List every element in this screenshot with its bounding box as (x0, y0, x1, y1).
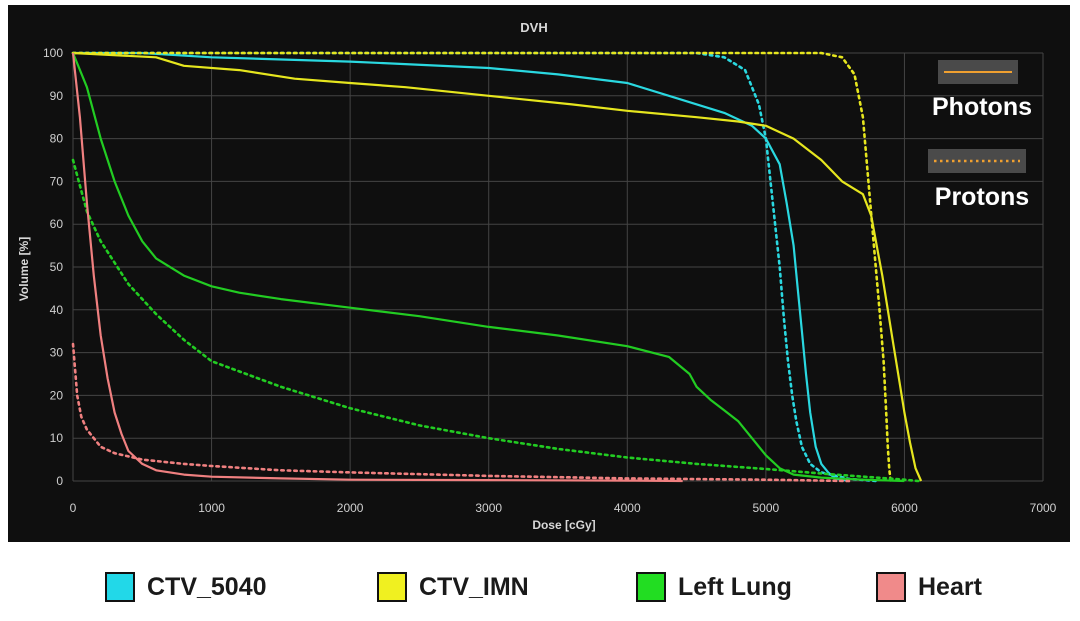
dvh-chart-panel: DVH 0 1000 2000 3000 4000 5000 6000 7000 0 10 20 30… (8, 5, 1070, 542)
dvh-chart: DVH 0 1000 2000 3000 4000 5000 6000 7000 0 10 20 30… (8, 5, 1070, 542)
legend-swatch-heart (876, 572, 906, 602)
legend-swatch-left-lung (636, 572, 666, 602)
series-ctv-5040-photons (73, 51, 850, 483)
legend-label-left-lung: Left Lung (678, 572, 792, 601)
y-tick-label: 40 (50, 303, 64, 317)
chart-title: DVH (520, 20, 547, 35)
y-axis-label: Volume [%] (17, 237, 31, 301)
photons-annotation: Photons (932, 93, 1032, 121)
series-left-lung-photons (71, 52, 905, 483)
series-left-lung-protons (71, 158, 920, 483)
y-tick-label: 10 (50, 431, 64, 445)
y-tick-label: 80 (50, 132, 64, 146)
x-tick-label: 4000 (614, 501, 641, 515)
y-tick-label: 50 (50, 260, 64, 274)
y-tick-label: 0 (56, 474, 63, 488)
series-heart-protons (71, 342, 851, 483)
x-tick-label: 0 (70, 501, 77, 515)
y-tick-label: 90 (50, 89, 64, 103)
series-ctv-5040-protons (71, 51, 878, 483)
structure-legend: CTV_5040 CTV_IMN Left Lung Heart (0, 560, 1080, 610)
legend-swatch-ctv-imn (377, 572, 407, 602)
y-tick-label: 30 (50, 346, 64, 360)
x-tick-label: 7000 (1030, 501, 1057, 515)
x-tick-label: 5000 (753, 501, 780, 515)
x-tick-label: 2000 (337, 501, 364, 515)
protons-annotation: Protons (935, 183, 1029, 211)
series-ctv-imn-photons (72, 51, 923, 482)
y-tick-label: 20 (50, 388, 64, 402)
y-tick-label: 60 (50, 217, 64, 231)
legend-label-ctv-5040: CTV_5040 (147, 572, 267, 601)
x-tick-label: 3000 (475, 501, 502, 515)
legend-label-ctv-imn: CTV_IMN (419, 572, 529, 601)
legend-item-heart: Heart (876, 570, 982, 604)
legend-item-ctv-imn: CTV_IMN (377, 570, 529, 604)
x-tick-label: 6000 (891, 501, 918, 515)
legend-item-left-lung: Left Lung (636, 570, 792, 604)
y-tick-label: 70 (50, 174, 64, 188)
legend-item-ctv-5040: CTV_5040 (105, 570, 267, 604)
x-axis-label: Dose [cGy] (532, 518, 595, 532)
legend-label-heart: Heart (918, 572, 982, 601)
y-tick-label: 100 (43, 46, 63, 60)
series-ctv-imn-protons (71, 51, 892, 483)
legend-swatch-ctv-5040 (105, 572, 135, 602)
x-tick-label: 1000 (198, 501, 225, 515)
chart-background (8, 5, 1070, 542)
